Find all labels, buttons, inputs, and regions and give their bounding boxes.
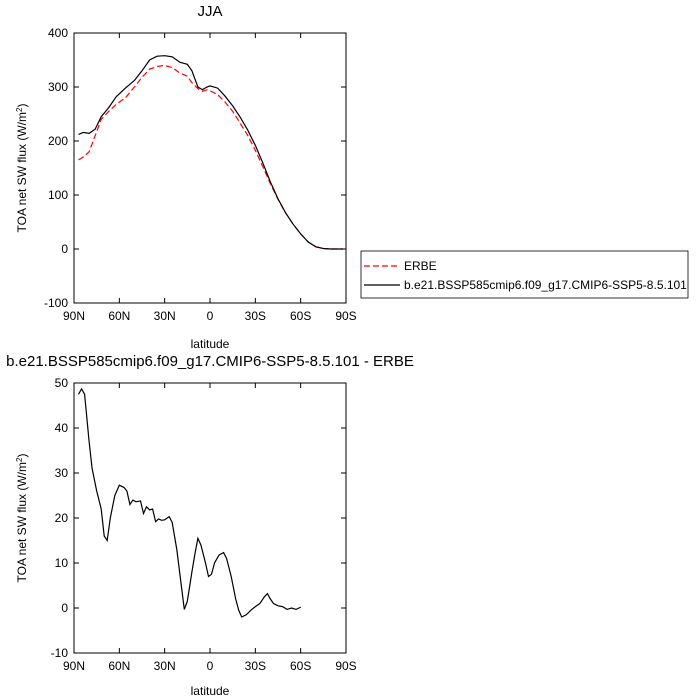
bottom-x-tick-label: 0 [207,659,214,673]
top-y-tick-label: 400 [48,26,68,40]
top-y-axis-title: TOA net SW flux (W/m2) [15,104,29,233]
legend-label-model: b.e21.BSSP585cmip6.f09_g17.CMIP6-SSP5-8.… [404,278,687,292]
top-y-axis: -100 0 100 200 300 400 [44,26,346,310]
bottom-x-tick-label: 30S [245,659,266,673]
top-x-axis: 90N 60N 30N 0 30S 60S 90S [63,33,357,323]
top-series-line-1 [78,55,343,250]
bottom-y-tick-label: 10 [55,556,69,570]
bottom-y-tick-label: 50 [55,376,69,390]
bottom-y-tick-label: -10 [51,646,69,660]
bottom-y-axis: -10 0 10 20 30 40 50 [51,376,346,660]
bottom-chart-title: b.e21.BSSP585cmip6.f09_g17.CMIP6-SSP5-8.… [6,353,414,370]
bottom-y-tick-label: 20 [55,511,69,525]
top-y-tick-label: -100 [44,296,68,310]
top-y-tick-label: 0 [61,242,68,256]
bottom-plot-frame [73,382,347,654]
legend-box [360,250,689,299]
bottom-y-tick-label: 30 [55,466,69,480]
bottom-y-tick-label: 0 [61,601,68,615]
top-x-tick-label: 60N [108,309,130,323]
top-y-tick-label: 300 [48,80,68,94]
bottom-y-axis-title: TOA net SW flux (W/m2) [15,454,29,583]
top-x-tick-label: 90N [63,309,85,323]
legend-label-erbe: ERBE [404,259,437,273]
bottom-x-tick-label: 60N [108,659,130,673]
top-plot-frame [73,32,347,304]
top-x-tick-label: 30S [245,309,266,323]
top-x-tick-label: 90S [335,309,356,323]
bottom-series-lines [77,387,301,618]
top-x-axis-title: latitude [191,337,230,351]
bottom-x-tick-label: 90S [335,659,356,673]
bottom-x-tick-label: 30N [154,659,176,673]
bottom-x-axis: 90N 60N 30N 0 30S 60S 90S [63,383,357,673]
bottom-chart: b.e21.BSSP585cmip6.f09_g17.CMIP6-SSP5-8.… [6,353,414,698]
bottom-x-tick-label: 60S [290,659,311,673]
top-y-tick-label: 100 [48,188,68,202]
bottom-x-tick-label: 90N [63,659,85,673]
legend: ERBE b.e21.BSSP585cmip6.f09_g17.CMIP6-SS… [360,250,689,299]
top-x-tick-label: 30N [154,309,176,323]
top-series-line-0 [78,64,343,250]
top-x-tick-label: 0 [207,309,214,323]
bottom-x-axis-title: latitude [191,684,230,698]
top-series-lines [78,55,343,250]
bottom-y-tick-label: 40 [55,421,69,435]
top-chart-title: JJA [197,3,222,20]
top-x-tick-label: 60S [290,309,311,323]
top-y-tick-label: 200 [48,134,68,148]
bottom-series-line-0 [77,387,301,618]
